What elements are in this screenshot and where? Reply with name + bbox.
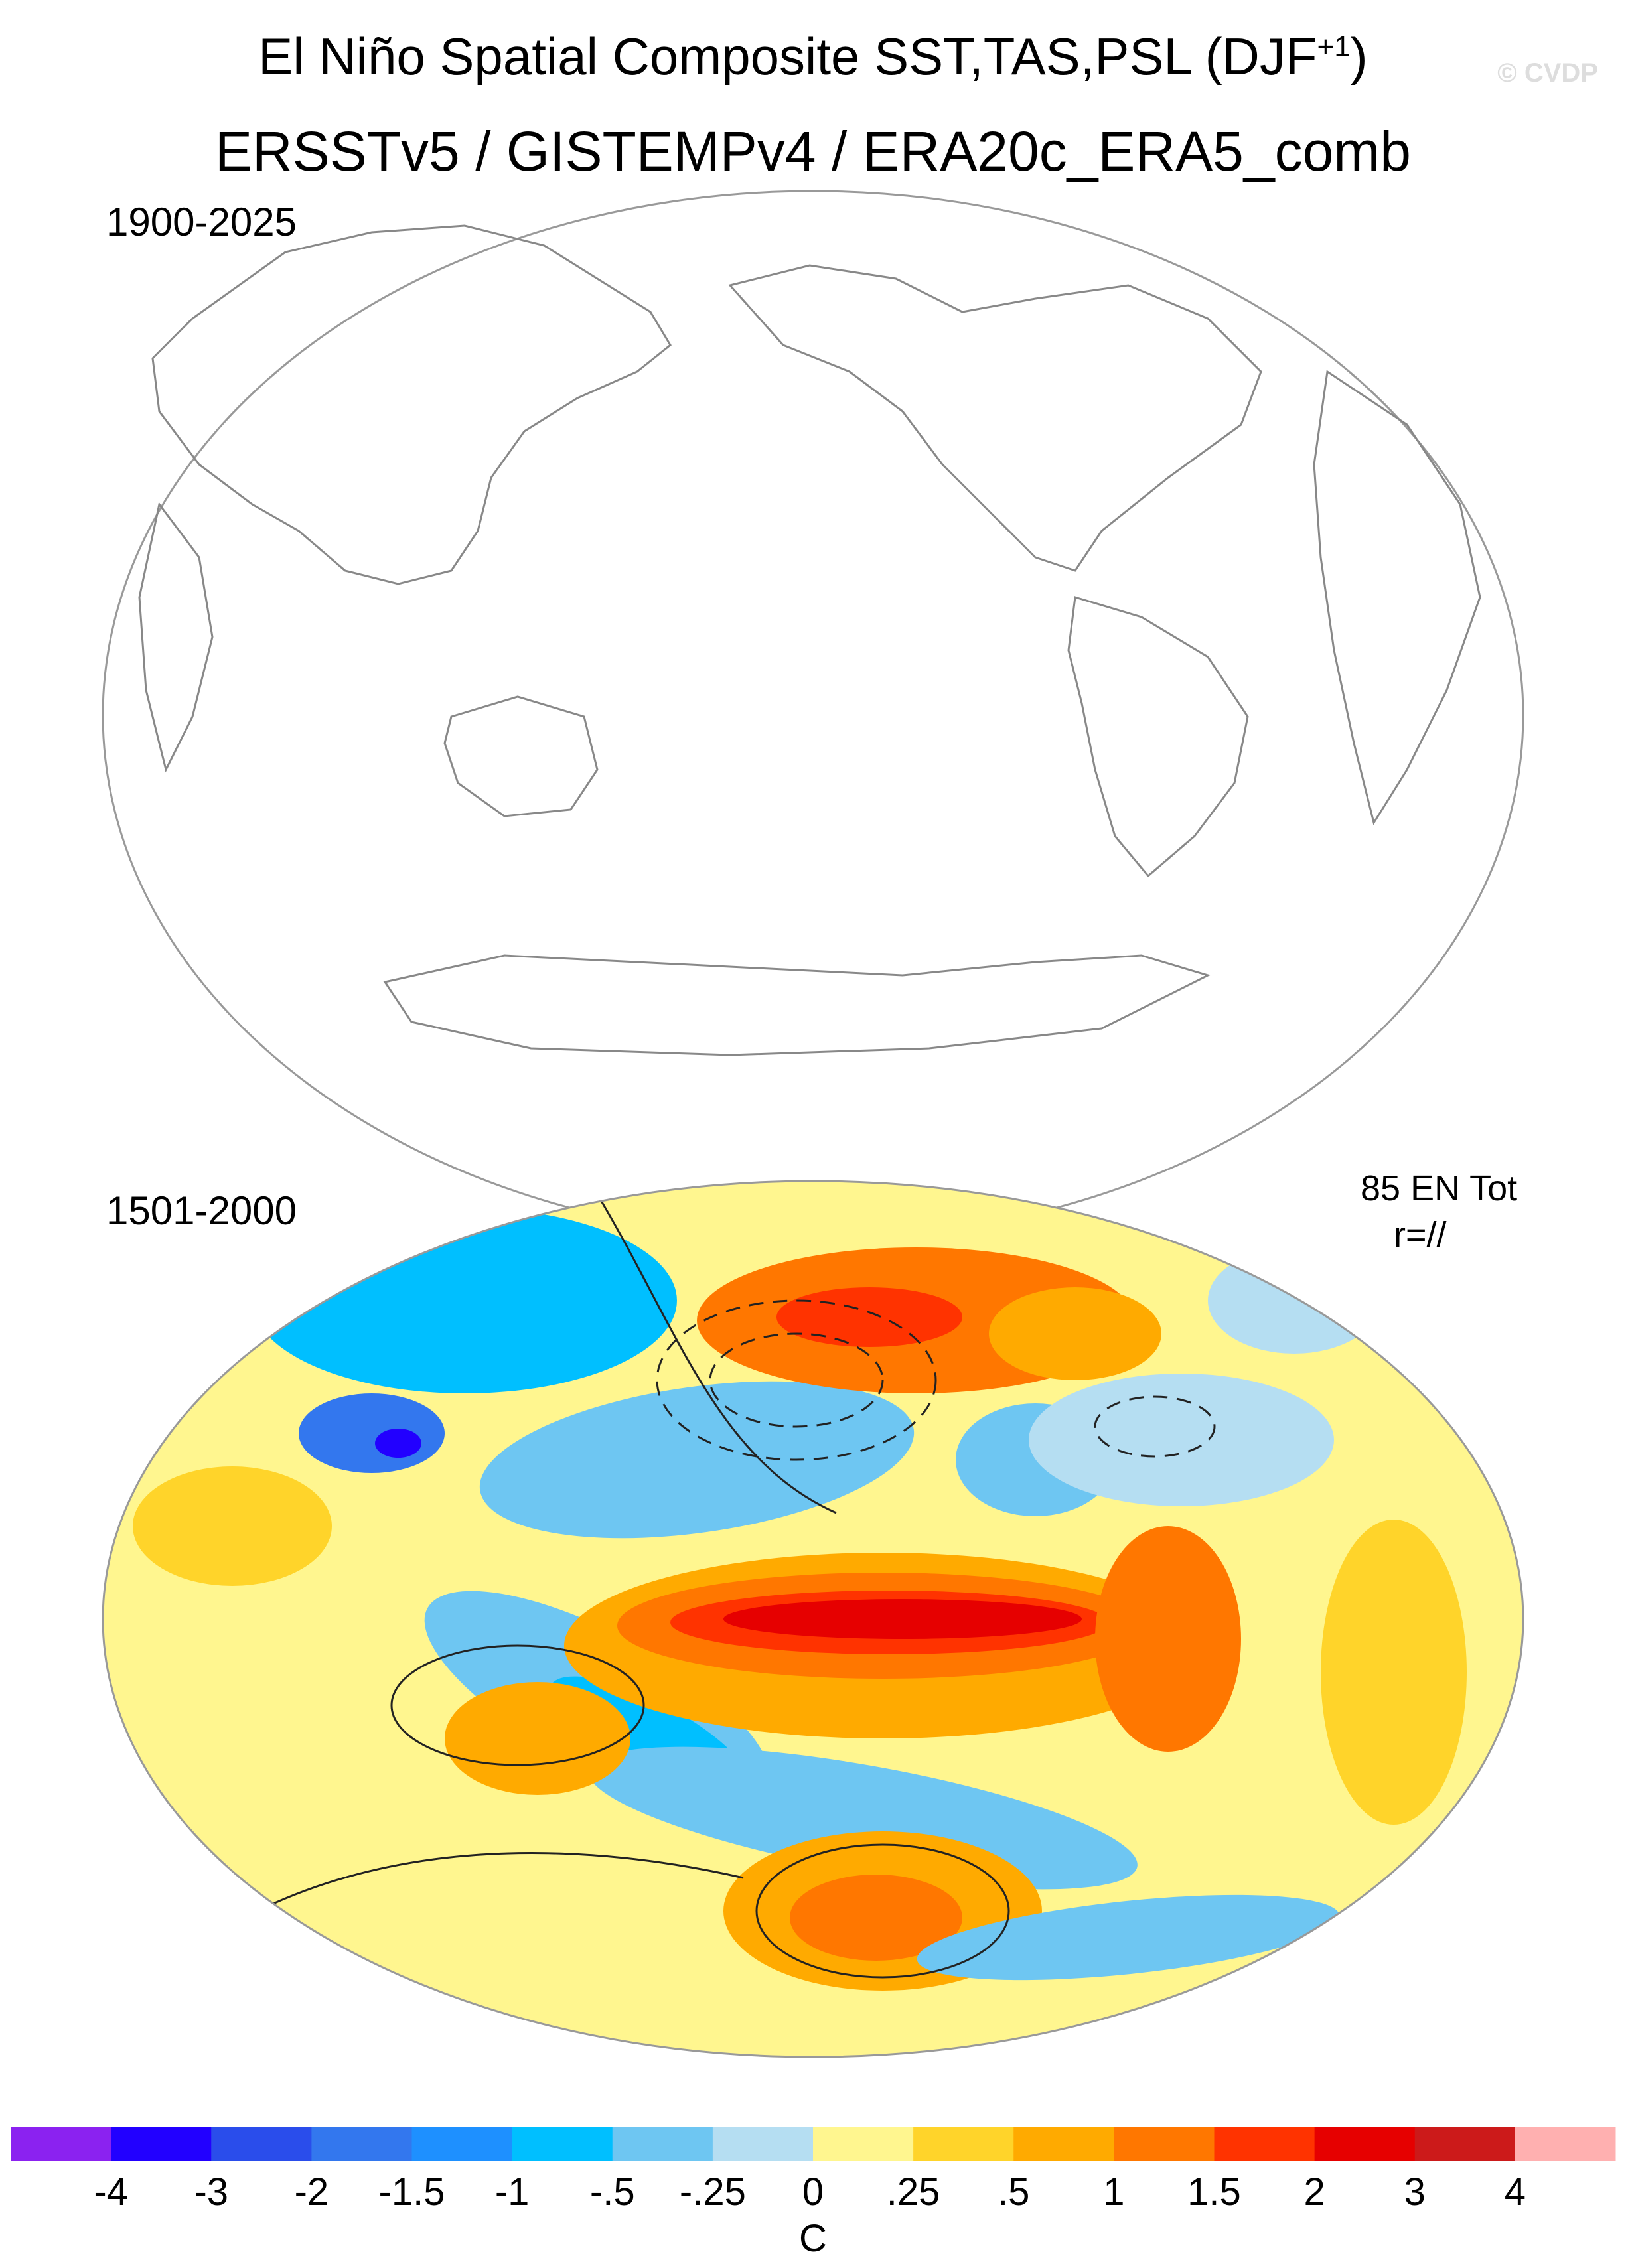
north-atlantic-cool-anomaly [1029, 1374, 1334, 1506]
colorbar-segment [913, 2127, 1014, 2161]
enso-warm-core [723, 1599, 1082, 1639]
canada-warm-anomaly [989, 1287, 1161, 1380]
colorbar-tick-label: .25 [886, 2170, 940, 2214]
eurasia-cool-anomaly [252, 1208, 677, 1393]
asia-cold-anomaly [299, 1393, 445, 1473]
colorbar-tick-label: 4 [1504, 2170, 1526, 2214]
psl-negative-contour-inner [709, 1332, 884, 1428]
south-america-warm-anomaly [1095, 1526, 1241, 1752]
colorbar-tick-label: -2 [294, 2170, 329, 2214]
watermark: © CVDP [1497, 58, 1598, 88]
australia-warm-anomaly [445, 1682, 630, 1795]
panel2-map-outline [102, 1180, 1524, 2058]
colorbar-segment [512, 2127, 613, 2161]
south-pacific-warm-core [790, 1875, 962, 1961]
colorbar-segment [11, 2127, 111, 2161]
panel2-event-count: 85 EN Tot [1361, 1169, 1518, 1208]
north-atlantic-subpolar-anomaly [1208, 1247, 1380, 1354]
colorbar-tick-label: 0 [802, 2170, 824, 2214]
main-title-text: El Niño Spatial Composite SST,TAS,PSL (D… [258, 27, 1317, 86]
colorbar-tick-label: -.25 [679, 2170, 746, 2214]
colorbar-tick-label: 1 [1103, 2170, 1125, 2214]
southern-ocean-cool-anomaly [917, 1894, 1340, 1981]
panel1-title: ERSSTv5 / GISTEMPv4 / ERA20c_ERA5_comb [215, 120, 1411, 182]
colorbar-tick-label: 2 [1303, 2170, 1325, 2214]
colorbar-segment [311, 2127, 412, 2161]
panel1-map [102, 190, 1524, 1241]
colorbar-tick-label: 3 [1404, 2170, 1426, 2214]
colorbar-segment [1114, 2127, 1215, 2161]
psl-zero-line-south [232, 1852, 744, 1926]
colorbar-segment [1314, 2127, 1416, 2161]
main-title-superscript: +1 [1317, 31, 1351, 63]
panel1-period: 1900-2025 [106, 200, 297, 244]
colorbar-tick-label: -1 [494, 2170, 530, 2214]
colorbar-segment [1414, 2127, 1516, 2161]
panel1-map-outline [102, 190, 1524, 1241]
colorbar-segment [813, 2127, 914, 2161]
main-title-close: ) [1350, 27, 1368, 86]
colorbar-unit: C [799, 2217, 827, 2260]
psl-negative-contour-outer [656, 1299, 937, 1461]
colorbar-segment [612, 2127, 713, 2161]
psl-contours [232, 1194, 1216, 1979]
psl-positive-south-pacific [755, 1843, 1010, 1979]
colorbar-segment [1515, 2127, 1616, 2161]
africa-warm-anomaly [1321, 1520, 1467, 1825]
psl-zero-line-north-pacific [596, 1194, 837, 1514]
north-america-warm-core [776, 1287, 962, 1347]
asia-cold-core [375, 1429, 421, 1458]
psl-positive-australia [390, 1644, 645, 1766]
panel2-map [102, 1180, 1524, 2058]
colorbar-segment [211, 2127, 312, 2161]
colorbar-tick-label: 1.5 [1187, 2170, 1241, 2214]
colorbar-segment [1013, 2127, 1114, 2161]
colorbar-segment [111, 2127, 212, 2161]
india-warm-anomaly [133, 1466, 332, 1586]
panel2-period: 1501-2000 [106, 1188, 297, 1233]
colorbar-segment [1214, 2127, 1315, 2161]
panel2-correlation: r=// [1394, 1215, 1447, 1255]
panel1-coastlines [138, 224, 1481, 1056]
main-title: El Niño Spatial Composite SST,TAS,PSL (D… [0, 27, 1626, 87]
south-pacific-cool-band [588, 1746, 1138, 1890]
colorbar-tick-label: .5 [998, 2170, 1030, 2214]
colorbar-tick-label: -.5 [589, 2170, 635, 2214]
colorbar [11, 2127, 1616, 2161]
colorbar-tick-label: -3 [194, 2170, 229, 2214]
colorbar-segment [411, 2127, 513, 2161]
psl-negative-atlantic [1094, 1395, 1216, 1458]
colorbar-tick-label: -4 [94, 2170, 128, 2214]
north-pacific-cool-anomaly [479, 1381, 915, 1539]
colorbar-tick-label: -1.5 [378, 2170, 445, 2214]
colorbar-segment [712, 2127, 814, 2161]
